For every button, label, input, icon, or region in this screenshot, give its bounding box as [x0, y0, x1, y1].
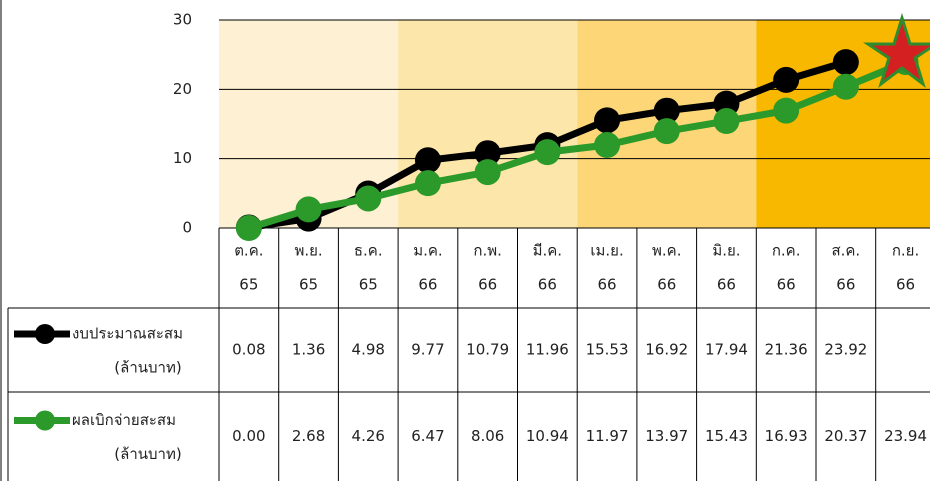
point-marker: [475, 159, 501, 185]
value-label: 4.98: [352, 341, 385, 359]
point-marker: [654, 118, 680, 144]
category-year: 65: [359, 276, 378, 294]
legend-unit: (ล้านบาท): [114, 359, 181, 377]
value-label: 15.43: [705, 427, 748, 445]
value-label: 4.26: [352, 427, 385, 445]
point-marker: [833, 49, 859, 75]
value-label: 1.36: [292, 341, 325, 359]
value-label: 0.08: [232, 341, 265, 359]
category-year: 66: [478, 276, 497, 294]
value-label: 9.77: [411, 341, 444, 359]
category-label: มิ.ย.: [712, 242, 740, 260]
quarter-band: [398, 20, 577, 228]
point-marker: [594, 107, 620, 133]
category-year: 66: [538, 276, 557, 294]
point-marker: [773, 67, 799, 93]
point-marker: [415, 170, 441, 196]
category-year: 65: [239, 276, 258, 294]
data-table: ต.ค. 65 พ.ย. 65 ธ.ค. 65 ม.ค. 66 ก.พ. 66 มี.ค. 66 เม.…: [8, 228, 930, 481]
y-tick-label: 30: [173, 11, 192, 29]
category-year: 66: [418, 276, 437, 294]
point-marker: [296, 196, 322, 222]
value-label: 11.97: [586, 427, 629, 445]
category-label: ก.ค.: [772, 242, 801, 260]
legend-marker: [35, 324, 55, 344]
value-label: 11.96: [526, 341, 569, 359]
category-label: เม.ย.: [590, 242, 623, 260]
category-label: ต.ค.: [234, 242, 263, 260]
point-marker: [415, 147, 441, 173]
value-label: 0.00: [232, 427, 265, 445]
point-marker: [236, 215, 262, 241]
value-label: 13.97: [645, 427, 688, 445]
legend-unit: (ล้านบาท): [114, 445, 181, 463]
legend-label: งบประมาณสะสม: [72, 325, 183, 343]
category-label: ธ.ค.: [354, 242, 383, 260]
category-year: 66: [598, 276, 617, 294]
category-year: 66: [836, 276, 855, 294]
value-label: 16.93: [765, 427, 808, 445]
category-year: 66: [896, 276, 915, 294]
point-marker: [355, 185, 381, 211]
point-marker: [713, 108, 739, 134]
value-label: 23.92: [824, 341, 867, 359]
y-tick-label: 0: [182, 219, 192, 237]
category-year: 66: [657, 276, 676, 294]
value-label: 10.79: [466, 341, 509, 359]
category-label: พ.ย.: [294, 242, 322, 260]
value-label: 8.06: [471, 427, 504, 445]
category-label: ม.ค.: [413, 242, 442, 260]
category-year: 65: [299, 276, 318, 294]
value-label: 2.68: [292, 427, 325, 445]
category-year: 66: [717, 276, 736, 294]
category-label: พ.ค.: [652, 242, 681, 260]
category-label: ก.พ.: [473, 242, 502, 260]
y-tick-label: 20: [173, 80, 192, 98]
value-label: 17.94: [705, 341, 748, 359]
value-label: 10.94: [526, 427, 569, 445]
chart: 0 10 20 30 ต.ค. 65 พ.ย. 65 ธ.ค. 65 ม.ค. 66 ก.พ. 66 มี…: [0, 0, 930, 481]
category-label: มี.ค.: [533, 242, 562, 260]
value-label: 20.37: [824, 427, 867, 445]
value-label: 16.92: [645, 341, 688, 359]
value-label: 21.36: [765, 341, 808, 359]
legend-marker: [35, 411, 55, 431]
point-marker: [594, 132, 620, 158]
category-label: ส.ค.: [831, 242, 860, 260]
plot-background: [219, 20, 930, 228]
point-marker: [534, 139, 560, 165]
category-year: 66: [777, 276, 796, 294]
point-marker: [833, 74, 859, 100]
y-tick-label: 10: [173, 149, 192, 167]
value-label: 23.94: [884, 427, 927, 445]
value-label: 15.53: [586, 341, 629, 359]
point-marker: [773, 98, 799, 124]
value-label: 6.47: [411, 427, 444, 445]
legend-label: ผลเบิกจ่ายสะสม: [72, 411, 176, 429]
category-label: ก.ย.: [892, 242, 919, 260]
